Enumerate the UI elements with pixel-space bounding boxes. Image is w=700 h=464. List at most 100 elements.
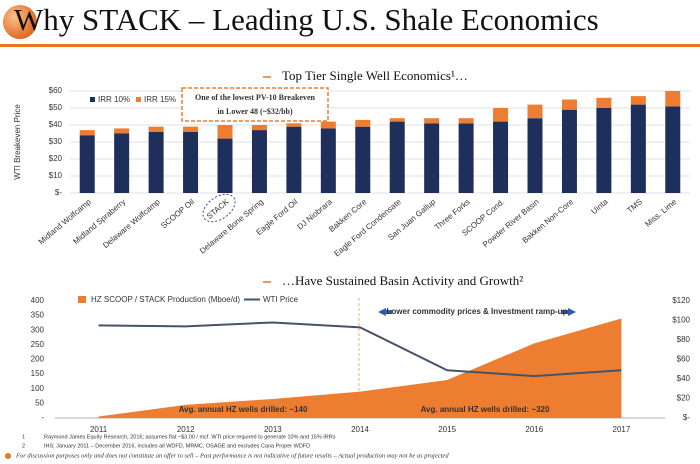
y2-tick-label: $80 [677,335,691,344]
annotation-box [181,87,329,122]
bar-segment [79,130,95,136]
legend-label: WTI Price [263,295,299,304]
y2-tick-label: $- [683,413,690,422]
bar-segment [458,118,474,124]
bar-segment [286,123,302,127]
bar-segment [458,123,474,193]
bar-segment [320,128,336,193]
area [98,318,622,418]
bar-segment [183,131,199,193]
y-tick-label: $20 [49,154,63,163]
bar-segment [320,121,336,129]
bar-segment [561,109,577,193]
x-tick-label: Delaware Bone Spring [198,197,265,255]
footnote: IHS; January 2011 – December 2016, inclu… [44,443,310,449]
arrow [378,308,392,316]
bar-segment [114,128,130,134]
y2-tick-label: $100 [672,316,690,325]
y2-tick-label: $60 [677,355,691,364]
y2-tick-label: $120 [672,296,690,305]
stack-highlight [202,193,236,223]
footnote-num: 1 [22,434,25,440]
bar-segment [596,97,612,108]
legend-label: IRR 10% [98,95,130,104]
y-tick-label: $30 [49,137,63,146]
x-tick-label: 2011 [90,425,108,434]
bar-segment [424,123,440,193]
y-tick-label: $- [55,188,62,197]
disclaimer: For discussion purposes only and does no… [15,452,449,459]
bar-segment [493,108,509,122]
y-tick-label: $40 [49,120,63,129]
x-tick-label: 2016 [525,425,543,434]
annotation: Avg. annual HZ wells drilled: ~320 [421,405,550,414]
footnote: Raymond James Equity Research, 2016; ass… [44,434,336,440]
y-tick-label: 150 [31,369,45,378]
y-tick-label: 50 [35,398,44,407]
bar-segment [286,126,302,193]
legend-swatch [90,97,95,102]
x-tick-label: 2017 [613,425,631,434]
x-tick-label: 2015 [438,425,456,434]
bar-segment [251,130,267,193]
bar-segment [183,126,199,132]
annotation: in Lower 48 (~$32/bb) [217,107,293,116]
y2-tick-label: $40 [677,374,691,383]
footnote-num: 2 [22,443,25,449]
annotation: Lower commodity prices & Investment ramp… [387,307,568,316]
x-tick-label: 2014 [351,425,369,434]
chart-title: Top Tier Single Well Economics¹… [282,68,468,83]
y-tick-label: 300 [31,325,45,334]
annotation: Avg. annual HZ wells drilled: ~140 [179,405,308,414]
arrow [562,308,576,316]
slide-title: Why STACK – Leading U.S. Shale Economics [14,2,599,37]
bar-segment [527,104,543,119]
x-tick-label: STACK [205,197,231,221]
x-tick-label: Eagle Ford Condensate [332,197,403,259]
bar-segment [148,126,164,132]
bullet [5,453,11,459]
bar-segment [148,131,164,193]
x-tick-label: SCOOP Oil [159,197,196,230]
line [98,321,622,378]
x-tick-label: Miss. Lime [643,197,678,229]
logo-ball [3,5,37,39]
bar-segment [630,104,646,193]
x-tick-label: 2012 [177,425,195,434]
bar-segment [596,108,612,193]
x-tick-label: TMS [625,197,644,215]
bar-segment [251,125,267,131]
legend-label: HZ SCOOP / STACK Production (Mboe/d) [91,295,240,304]
bar-segment [355,119,371,127]
bar-segment [665,91,681,107]
bar-segment [79,135,95,193]
bar-segment [527,118,543,193]
bar-segment [424,118,440,124]
legend-swatch [78,296,86,303]
y-tick-label: 400 [31,296,45,305]
annotation: One of the lowest PV-10 Breakeven [195,93,315,102]
bar-segment [217,138,233,193]
bar-segment [355,126,371,193]
bar-segment [665,106,681,193]
x-tick-label: Delaware Wolfcamp [101,197,162,250]
y-tick-label: $50 [49,103,63,112]
x-tick-label: 2013 [264,425,282,434]
y-tick-label: 350 [31,311,45,320]
y-tick-label: 200 [31,355,45,364]
y-tick-label: 250 [31,340,45,349]
bar-segment [561,99,577,110]
y-tick-label: - [41,413,44,422]
bar-segment [114,133,130,193]
bar-segment [389,118,405,122]
legend-swatch [136,97,141,102]
y2-tick-label: $20 [677,394,691,403]
chart-title: …Have Sustained Basin Activity and Growt… [282,273,523,288]
y-tick-label: 100 [31,384,45,393]
y-tick-label: $60 [49,86,63,95]
bar-segment [389,121,405,193]
y-tick-label: $10 [49,171,63,180]
legend-label: IRR 15% [144,95,176,104]
bar-segment [217,125,233,139]
